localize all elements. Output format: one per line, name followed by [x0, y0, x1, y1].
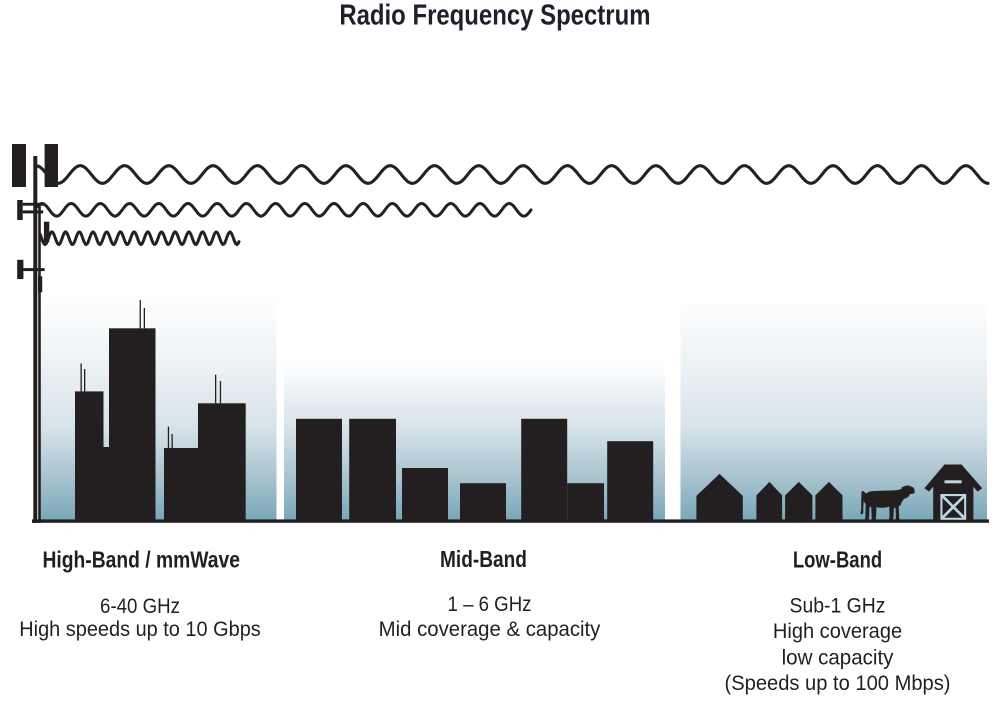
svg-text:High-Band / mmWave: High-Band / mmWave: [42, 548, 240, 573]
svg-text:Sub-1 GHz: Sub-1 GHz: [790, 595, 886, 618]
svg-text:Low-Band: Low-Band: [793, 548, 882, 573]
svg-text:low capacity: low capacity: [782, 646, 894, 669]
svg-text:Mid-Band: Mid-Band: [440, 547, 527, 572]
svg-text:Mid coverage & capacity: Mid coverage & capacity: [379, 618, 601, 641]
svg-text:6-40 GHz: 6-40 GHz: [100, 595, 180, 618]
svg-text:(Speeds up to 100 Mbps): (Speeds up to 100 Mbps): [725, 672, 951, 695]
svg-text:High speeds up to 10 Gbps: High speeds up to 10 Gbps: [19, 618, 261, 642]
svg-text:1 – 6 GHz: 1 – 6 GHz: [448, 593, 532, 616]
svg-text:Radio Frequency Spectrum: Radio Frequency Spectrum: [339, 0, 650, 31]
svg-text:High coverage: High coverage: [773, 620, 902, 644]
